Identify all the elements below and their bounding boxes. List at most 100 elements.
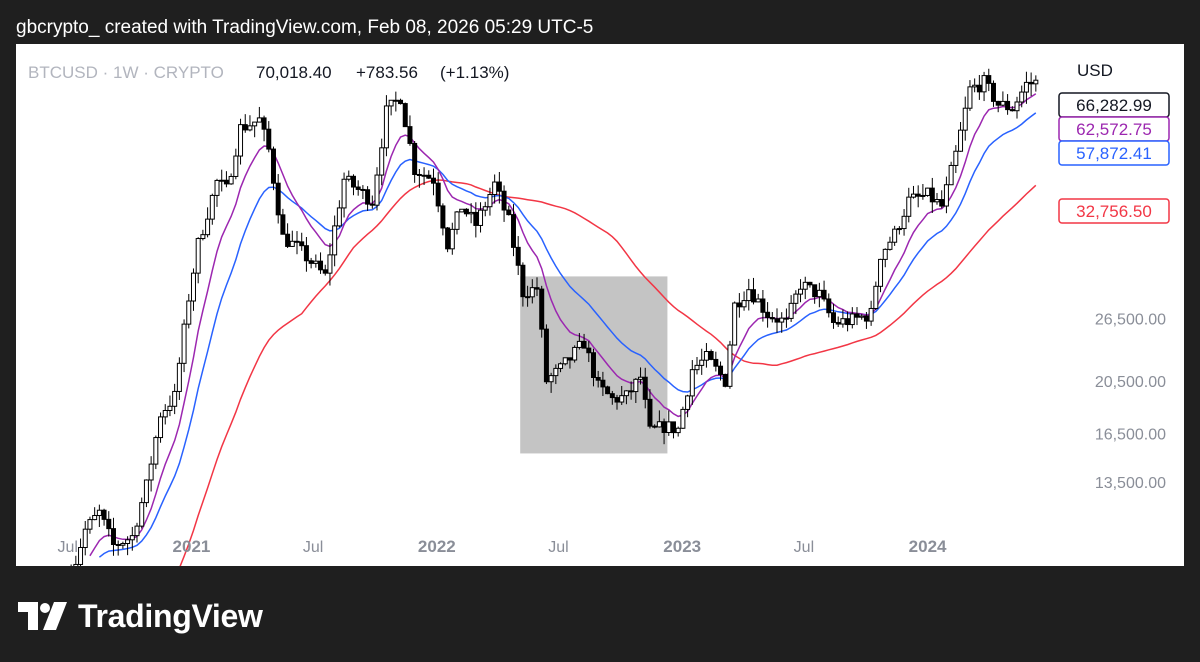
candle — [1005, 94, 1011, 115]
candle — [73, 555, 79, 566]
candle — [195, 237, 201, 284]
candle — [572, 345, 578, 363]
candle — [746, 278, 752, 311]
candle — [256, 106, 262, 123]
candle — [741, 291, 747, 311]
candle — [981, 71, 987, 102]
candle — [633, 378, 639, 404]
x-tick-label: Jul — [548, 539, 568, 556]
candle — [393, 91, 399, 112]
candle — [280, 208, 286, 235]
candle — [802, 276, 808, 300]
candle — [101, 508, 107, 526]
price-badge-label: 66,282.99 — [1076, 96, 1152, 115]
candle — [139, 497, 145, 529]
candle — [562, 357, 568, 366]
candle — [976, 74, 982, 100]
candle — [812, 284, 818, 304]
candle — [990, 80, 996, 107]
candle — [294, 231, 300, 255]
candle — [534, 277, 540, 297]
candle — [129, 526, 135, 551]
candle — [816, 282, 822, 308]
candle — [190, 268, 196, 311]
candle — [901, 209, 907, 236]
candle — [750, 277, 756, 305]
candle — [355, 180, 361, 196]
candle — [807, 281, 813, 288]
candle — [430, 168, 436, 196]
candle — [539, 285, 545, 338]
candle — [769, 312, 775, 323]
candle — [774, 308, 780, 333]
candle — [162, 404, 168, 425]
candle — [765, 302, 771, 328]
candle — [821, 280, 827, 302]
candle — [576, 333, 582, 350]
candle — [501, 185, 507, 222]
candle — [247, 115, 253, 132]
candle — [854, 307, 860, 326]
price-badge: 32,756.50 — [1058, 198, 1170, 224]
x-tick-label: 2022 — [418, 537, 456, 556]
candle — [242, 114, 248, 133]
candle — [506, 205, 512, 216]
candle — [703, 343, 709, 368]
candle — [567, 357, 573, 369]
candle — [153, 435, 159, 470]
candle — [972, 78, 978, 93]
candle — [205, 207, 211, 238]
candle — [398, 98, 404, 105]
candle — [459, 208, 465, 213]
candle — [906, 187, 912, 223]
candle — [609, 390, 615, 405]
candle — [694, 356, 700, 375]
candle — [332, 215, 338, 267]
candle — [863, 312, 869, 329]
candle — [656, 410, 662, 428]
candle — [379, 138, 385, 186]
candle — [261, 115, 267, 142]
price-chart[interactable]: BTCUSD · 1W · CRYPTO 70,018.40 +783.56 (… — [16, 44, 1184, 566]
candle — [896, 226, 902, 235]
candle — [252, 121, 258, 138]
candle — [1028, 72, 1034, 97]
candle — [830, 303, 836, 329]
candle — [699, 348, 705, 375]
candle — [167, 395, 173, 417]
candle — [713, 351, 719, 372]
candle — [233, 148, 239, 180]
candle — [496, 171, 502, 204]
y-tick-label: 13,500.00 — [1095, 475, 1166, 492]
candle — [939, 190, 945, 209]
candle — [96, 504, 102, 527]
candle — [878, 258, 884, 293]
candle — [445, 227, 451, 253]
candle — [727, 340, 733, 389]
candle — [487, 187, 493, 216]
candle — [158, 412, 164, 443]
candle — [478, 202, 484, 233]
candle — [360, 185, 366, 200]
x-tick-label: 2021 — [173, 537, 211, 556]
candle — [760, 289, 766, 322]
candle — [421, 167, 427, 185]
candle — [186, 293, 192, 329]
candle — [435, 172, 441, 213]
candle — [285, 223, 291, 249]
price-badge: 66,282.99 — [1058, 92, 1170, 118]
candle — [558, 362, 564, 373]
candle — [200, 229, 206, 241]
candle — [798, 279, 804, 303]
candle — [313, 254, 319, 268]
candle — [468, 203, 474, 224]
candle — [402, 102, 408, 128]
candle — [581, 333, 587, 349]
candle — [365, 186, 371, 211]
candle — [840, 309, 846, 328]
candle — [238, 118, 244, 165]
chart-panel[interactable]: BTCUSD · 1W · CRYPTO 70,018.40 +783.56 (… — [16, 44, 1184, 566]
x-tick-label: Jul — [303, 539, 323, 556]
candle — [628, 381, 634, 400]
candle — [619, 385, 625, 405]
